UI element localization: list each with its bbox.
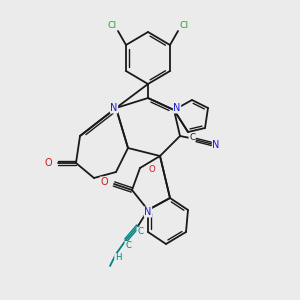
Text: N: N — [173, 103, 181, 113]
Text: C: C — [189, 134, 195, 142]
Text: N: N — [212, 140, 220, 150]
Text: H: H — [115, 254, 121, 262]
Text: O: O — [148, 166, 155, 175]
Text: Cl: Cl — [179, 20, 189, 29]
Text: C: C — [137, 227, 143, 236]
Text: Cl: Cl — [107, 20, 117, 29]
Text: O: O — [44, 158, 52, 168]
Text: O: O — [100, 177, 108, 187]
Text: N: N — [110, 103, 118, 113]
Text: N: N — [144, 207, 152, 217]
Text: C: C — [125, 242, 131, 250]
